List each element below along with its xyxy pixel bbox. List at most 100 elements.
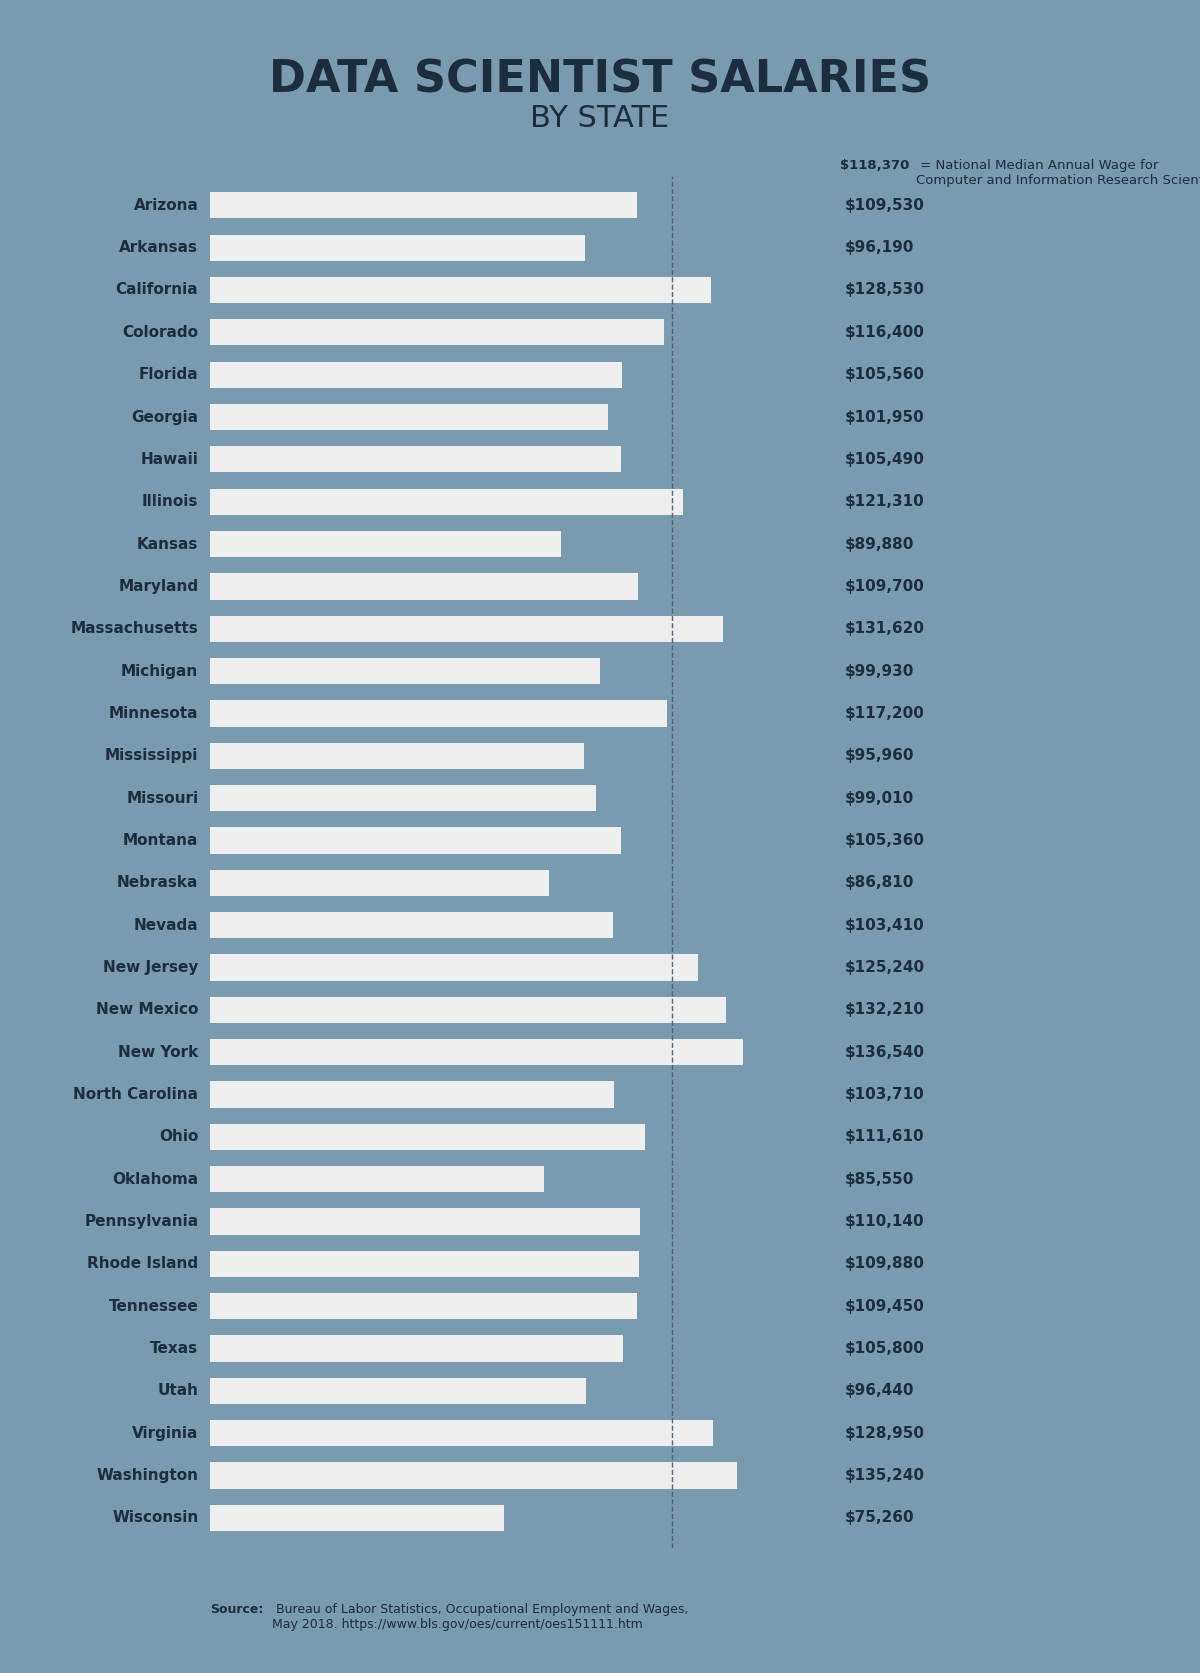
Text: Nebraska: Nebraska [116,875,198,890]
Text: Kansas: Kansas [137,537,198,552]
Bar [210,320,664,345]
Text: $128,530: $128,530 [845,283,925,298]
Text: New Mexico: New Mexico [96,1002,198,1017]
Bar [210,447,622,472]
Text: $128,950: $128,950 [845,1425,925,1440]
Bar [210,1462,738,1489]
Text: Wisconsin: Wisconsin [112,1511,198,1526]
Text: $96,190: $96,190 [845,241,914,256]
Text: Minnesota: Minnesota [109,706,198,721]
Text: BY STATE: BY STATE [530,104,670,132]
Bar [210,1166,544,1193]
Text: $105,560: $105,560 [845,366,925,381]
Text: $103,710: $103,710 [845,1087,925,1103]
Text: $75,260: $75,260 [845,1511,914,1526]
Bar [210,1081,614,1108]
Text: Texas: Texas [150,1342,198,1357]
Bar [210,912,613,939]
Text: Montana: Montana [122,833,198,848]
Text: Illinois: Illinois [142,494,198,509]
Text: $111,610: $111,610 [845,1129,925,1144]
Text: New York: New York [118,1044,198,1059]
Bar [210,616,724,642]
Text: $109,530: $109,530 [845,197,925,212]
Text: Source:: Source: [210,1603,263,1616]
Text: $99,010: $99,010 [845,791,914,806]
Text: $110,140: $110,140 [845,1215,925,1230]
Text: $85,550: $85,550 [845,1171,914,1186]
Bar [210,1504,504,1531]
Text: $125,240: $125,240 [845,960,925,975]
Text: $117,200: $117,200 [845,706,925,721]
Bar [210,530,560,557]
Text: Florida: Florida [139,366,198,381]
Bar [210,1420,713,1447]
Bar [210,701,667,726]
Text: $101,950: $101,950 [845,410,925,425]
Text: Mississippi: Mississippi [104,748,198,763]
Bar [210,489,683,515]
Bar [210,361,622,388]
Text: North Carolina: North Carolina [73,1087,198,1103]
Text: Missouri: Missouri [126,791,198,806]
Text: New Jersey: New Jersey [103,960,198,975]
Bar [210,1039,743,1066]
Text: $99,930: $99,930 [845,664,914,679]
Text: Hawaii: Hawaii [140,452,198,467]
Text: $105,360: $105,360 [845,833,925,848]
Text: DATA SCIENTIST SALARIES: DATA SCIENTIST SALARIES [269,59,931,102]
Text: Rhode Island: Rhode Island [88,1256,198,1271]
Text: Georgia: Georgia [131,410,198,425]
Text: $121,310: $121,310 [845,494,925,509]
Text: Virginia: Virginia [132,1425,198,1440]
Text: Tennessee: Tennessee [108,1298,198,1313]
Text: $116,400: $116,400 [845,325,925,340]
Bar [210,1251,638,1276]
Text: $96,440: $96,440 [845,1384,914,1399]
Text: $132,210: $132,210 [845,1002,925,1017]
Text: $109,700: $109,700 [845,579,925,594]
Text: Massachusetts: Massachusetts [71,621,198,636]
Text: Bureau of Labor Statistics, Occupational Employment and Wages,
May 2018. https:/: Bureau of Labor Statistics, Occupational… [272,1603,689,1631]
Bar [210,870,548,897]
Text: Colorado: Colorado [122,325,198,340]
Text: Washington: Washington [96,1467,198,1482]
Text: Utah: Utah [157,1384,198,1399]
Bar [210,192,637,219]
Bar [210,743,584,770]
Bar [210,1124,646,1149]
Bar [210,826,620,853]
Bar [210,1379,586,1404]
Text: $105,800: $105,800 [845,1342,925,1357]
Bar [210,997,726,1022]
Text: Nevada: Nevada [133,917,198,932]
Text: Ohio: Ohio [158,1129,198,1144]
Text: $135,240: $135,240 [845,1467,925,1482]
Text: = National Median Annual Wage for
Computer and Information Research Scientists: = National Median Annual Wage for Comput… [916,159,1200,187]
Bar [210,403,607,430]
Bar [210,954,698,980]
Text: $109,880: $109,880 [845,1256,925,1271]
Text: $89,880: $89,880 [845,537,914,552]
Text: Oklahoma: Oklahoma [112,1171,198,1186]
Text: Maryland: Maryland [118,579,198,594]
Text: California: California [115,283,198,298]
Text: Michigan: Michigan [121,664,198,679]
Bar [210,1335,623,1362]
Text: $103,410: $103,410 [845,917,925,932]
Text: $109,450: $109,450 [845,1298,925,1313]
Bar [210,574,638,599]
Text: $118,370: $118,370 [840,159,910,172]
Text: $105,490: $105,490 [845,452,925,467]
Text: $131,620: $131,620 [845,621,925,636]
Bar [210,785,596,811]
Text: Arkansas: Arkansas [119,241,198,256]
Text: $136,540: $136,540 [845,1044,925,1059]
Bar [210,234,586,261]
Text: $95,960: $95,960 [845,748,914,763]
Bar [210,657,600,684]
Text: Pennsylvania: Pennsylvania [84,1215,198,1230]
Bar [210,276,712,303]
Bar [210,1208,640,1235]
Bar [210,1293,637,1320]
